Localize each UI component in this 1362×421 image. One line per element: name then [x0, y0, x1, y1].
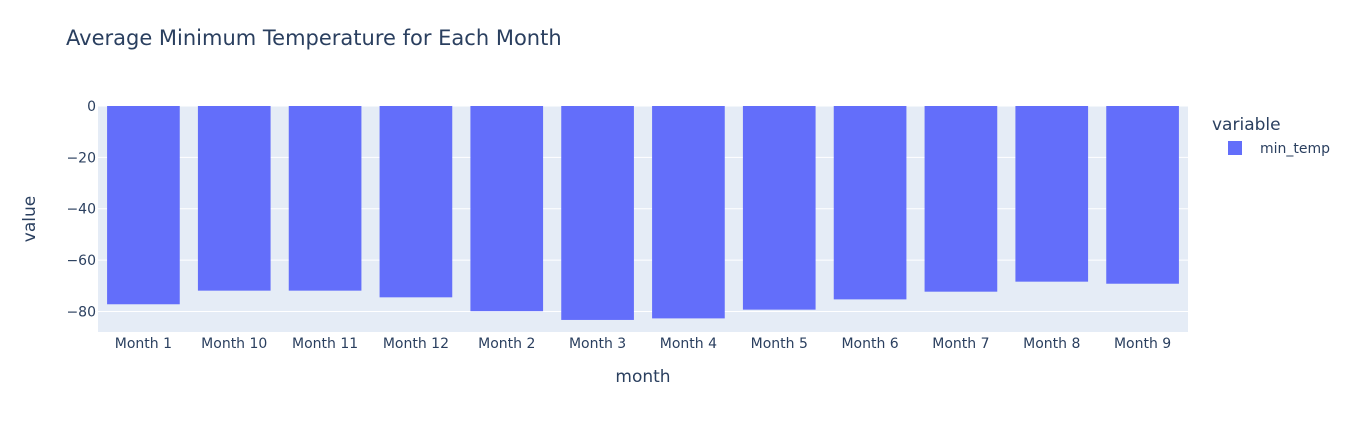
- bar-month-1[interactable]: [107, 106, 180, 305]
- x-tick-label: Month 9: [1114, 336, 1171, 352]
- y-tick-label: 0: [87, 99, 96, 115]
- bars: [107, 106, 1179, 320]
- x-tick-label: Month 6: [841, 336, 898, 352]
- x-tick-label: Month 5: [751, 336, 808, 352]
- x-tick-label: Month 8: [1023, 336, 1080, 352]
- bar-month-10[interactable]: [197, 106, 271, 291]
- legend: variable min_temp: [1212, 115, 1330, 157]
- bar-month-6[interactable]: [833, 106, 907, 300]
- x-tick-label: Month 3: [569, 336, 626, 352]
- legend-item-min-temp[interactable]: min_temp: [1260, 141, 1330, 157]
- x-tick-label: Month 10: [201, 336, 267, 352]
- bar-month-12[interactable]: [379, 106, 453, 298]
- y-axis-title: value: [20, 196, 40, 242]
- y-tick-label: −60: [66, 253, 96, 269]
- bar-month-4[interactable]: [652, 106, 725, 319]
- gridlines: [98, 105, 1188, 312]
- legend-swatch[interactable]: [1228, 141, 1242, 155]
- y-axis-ticks: 0 −20 −40 −60 −80: [66, 99, 96, 320]
- x-tick-label: Month 4: [660, 336, 717, 352]
- plot-area: [98, 106, 1188, 332]
- x-tick-label: Month 11: [292, 336, 358, 352]
- y-tick-label: −80: [66, 304, 96, 320]
- bar-month-9[interactable]: [1106, 106, 1179, 284]
- x-tick-label: Month 1: [115, 336, 172, 352]
- legend-title: variable: [1212, 115, 1281, 135]
- bar-month-3[interactable]: [561, 106, 634, 320]
- chart-title: Average Minimum Temperature for Each Mon…: [66, 26, 562, 50]
- x-axis-ticks: Month 1 Month 10 Month 11 Month 12 Month 2 Mo…: [115, 336, 1171, 352]
- bar-month-11[interactable]: [288, 106, 362, 291]
- x-axis-title: month: [615, 367, 670, 387]
- x-tick-label: Month 2: [478, 336, 535, 352]
- x-tick-label: Month 7: [932, 336, 989, 352]
- y-tick-label: −40: [66, 202, 96, 218]
- bar-month-7[interactable]: [924, 106, 998, 292]
- bar-month-5[interactable]: [742, 106, 816, 310]
- bar-month-8[interactable]: [1015, 106, 1089, 282]
- y-tick-label: −20: [66, 150, 96, 166]
- x-tick-label: Month 12: [383, 336, 449, 352]
- bar-month-2[interactable]: [470, 106, 544, 312]
